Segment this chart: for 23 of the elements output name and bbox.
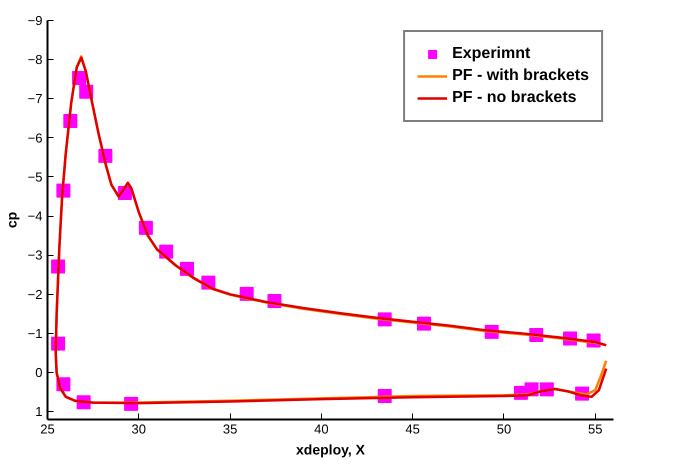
y-tick-label: 0 (35, 365, 43, 380)
y-tick-label: −4 (28, 208, 43, 224)
y-tick-label: −5 (28, 169, 43, 184)
y-tick-label: −6 (28, 130, 43, 146)
y-tick-label: −9 (28, 13, 43, 28)
y-tick-label: −2 (28, 286, 43, 302)
x-tick-label: 50 (496, 422, 512, 436)
x-tick-label: 40 (314, 422, 329, 436)
y-tick-label: −8 (28, 52, 43, 68)
y-tick-label: −3 (28, 248, 43, 263)
x-tick-label: 55 (588, 422, 602, 436)
legend-label: PF - with brackets (452, 67, 589, 85)
y-tick-label: −7 (28, 91, 43, 106)
legend-label: Experimnt (452, 45, 530, 63)
y-tick-label: 1 (35, 404, 43, 420)
x-tick-label: 25 (40, 422, 55, 436)
y-axis-title: cp (4, 212, 20, 228)
y-tick-label: −1 (28, 326, 43, 341)
x-tick-label: 35 (222, 422, 238, 436)
legend-label: PF - no brackets (452, 89, 577, 107)
x-tick-label: 30 (132, 422, 146, 436)
x-axis-title: xdeploy, X (296, 442, 366, 458)
x-tick-label: 45 (405, 422, 420, 436)
